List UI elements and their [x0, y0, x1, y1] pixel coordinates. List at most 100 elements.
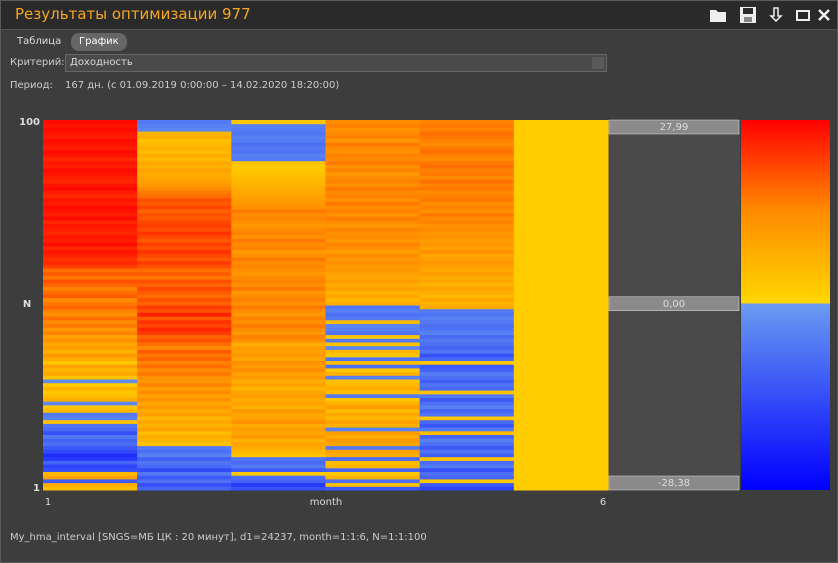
heatmap-cell [325, 164, 421, 169]
heatmap-cell [325, 430, 421, 435]
heatmap-cell [137, 475, 232, 480]
heatmap-cell [419, 138, 515, 143]
heatmap-cell [231, 478, 326, 484]
heatmap-cell [419, 127, 515, 132]
heatmap-cell [325, 453, 421, 458]
heatmap-cell [231, 293, 326, 299]
heatmap-cell [43, 194, 138, 199]
heatmap-cell [137, 327, 232, 332]
heatmap-cell [419, 327, 515, 332]
heatmap-cell [137, 382, 232, 387]
tab[interactable]: Таблица [17, 36, 62, 47]
heatmap-cell [513, 338, 609, 343]
heatmap-cell [513, 208, 609, 213]
heatmap-cell [513, 401, 609, 406]
heatmap-cell [325, 349, 421, 354]
heatmap-cell [231, 319, 326, 324]
heatmap-cell [325, 168, 421, 173]
heatmap-cell [43, 327, 138, 332]
heatmap-cell [325, 319, 421, 324]
heatmap-cell [513, 138, 609, 143]
heatmap-cell [137, 353, 232, 358]
heatmap-cell [419, 338, 515, 343]
heatmap-cell [419, 404, 515, 410]
heatmap-cell [137, 175, 232, 180]
save-button[interactable] [739, 6, 757, 24]
heatmap-cell [325, 208, 421, 213]
heatmap-cell [137, 179, 232, 184]
heatmap-cell [325, 186, 421, 191]
heatmap-cell [419, 449, 515, 454]
heatmap-cell [231, 168, 326, 173]
heatmap-cell [419, 245, 515, 250]
heatmap-cell [419, 375, 515, 380]
tab-active[interactable]: График [71, 33, 127, 51]
criterion-select[interactable]: Доходность [65, 54, 607, 72]
heatmap-cell [43, 171, 138, 176]
title-bar: Результаты оптимизации 977 [1, 1, 837, 30]
heatmap-cell [137, 434, 232, 439]
heatmap-cell [137, 286, 232, 291]
heatmap-cell [231, 390, 326, 395]
heatmap-cell [231, 253, 326, 258]
heatmap-cell [325, 260, 421, 265]
heatmap-cell [231, 282, 326, 287]
heatmap-cell [513, 293, 609, 299]
heatmap-cell [325, 201, 421, 206]
heatmap-cell [325, 449, 421, 454]
heatmap-cell [513, 212, 609, 217]
heatmap-cell [513, 430, 609, 435]
heatmap-cell [231, 486, 326, 491]
heatmap-cell [325, 123, 421, 128]
heatmap-cell [419, 231, 515, 236]
heatmap-cell [137, 423, 232, 428]
heatmap-cell [419, 194, 515, 199]
heatmap-cell [43, 416, 138, 421]
dropdown-button[interactable] [592, 57, 604, 69]
heatmap-cell [231, 264, 326, 269]
heatmap-cell [43, 297, 138, 302]
heatmap-cell [513, 360, 609, 365]
heatmap-cell [137, 271, 232, 276]
heatmap-cell [419, 212, 515, 217]
heatmap-cell [43, 345, 138, 350]
heatmap-cell [43, 482, 138, 487]
heatmap-cell [231, 427, 326, 432]
heatmap-cell [231, 423, 326, 428]
heatmap-cell [43, 245, 138, 250]
heatmap-cell [231, 467, 326, 472]
heatmap-cell [231, 149, 326, 154]
heatmap-cell [325, 412, 421, 417]
heatmap-cell [137, 408, 232, 413]
heatmap-cell [231, 371, 326, 376]
heatmap-cell [231, 397, 326, 402]
heatmap-cell [43, 456, 138, 461]
heatmap-cell [419, 367, 515, 373]
heatmap-cell [513, 145, 609, 151]
heatmap-cell [43, 134, 138, 139]
close-button[interactable] [815, 6, 833, 24]
heatmap-cell [325, 127, 421, 132]
heatmap-cell [325, 371, 421, 376]
heatmap-cell [43, 386, 138, 391]
heatmap-cell [325, 353, 421, 358]
heatmap-cell [513, 464, 609, 469]
heatmap-cell [513, 445, 609, 450]
heatmap-cell [43, 330, 138, 336]
heatmap-cell [513, 197, 609, 202]
open-button[interactable] [709, 6, 727, 24]
heatmap-cell [137, 279, 232, 284]
maximize-button[interactable] [794, 6, 812, 24]
heatmap-cell [43, 190, 138, 195]
heatmap-cell [137, 164, 232, 169]
heatmap-cell [513, 482, 609, 487]
heatmap-cell [325, 419, 421, 424]
heatmap-cell [43, 375, 138, 380]
heatmap-cell [43, 153, 138, 158]
export-button[interactable] [767, 6, 785, 24]
heatmap-cell [325, 264, 421, 269]
heatmap-cell [137, 242, 232, 247]
heatmap-cell [137, 231, 232, 236]
heatmap-cell [137, 123, 232, 128]
heatmap-cell [513, 149, 609, 154]
